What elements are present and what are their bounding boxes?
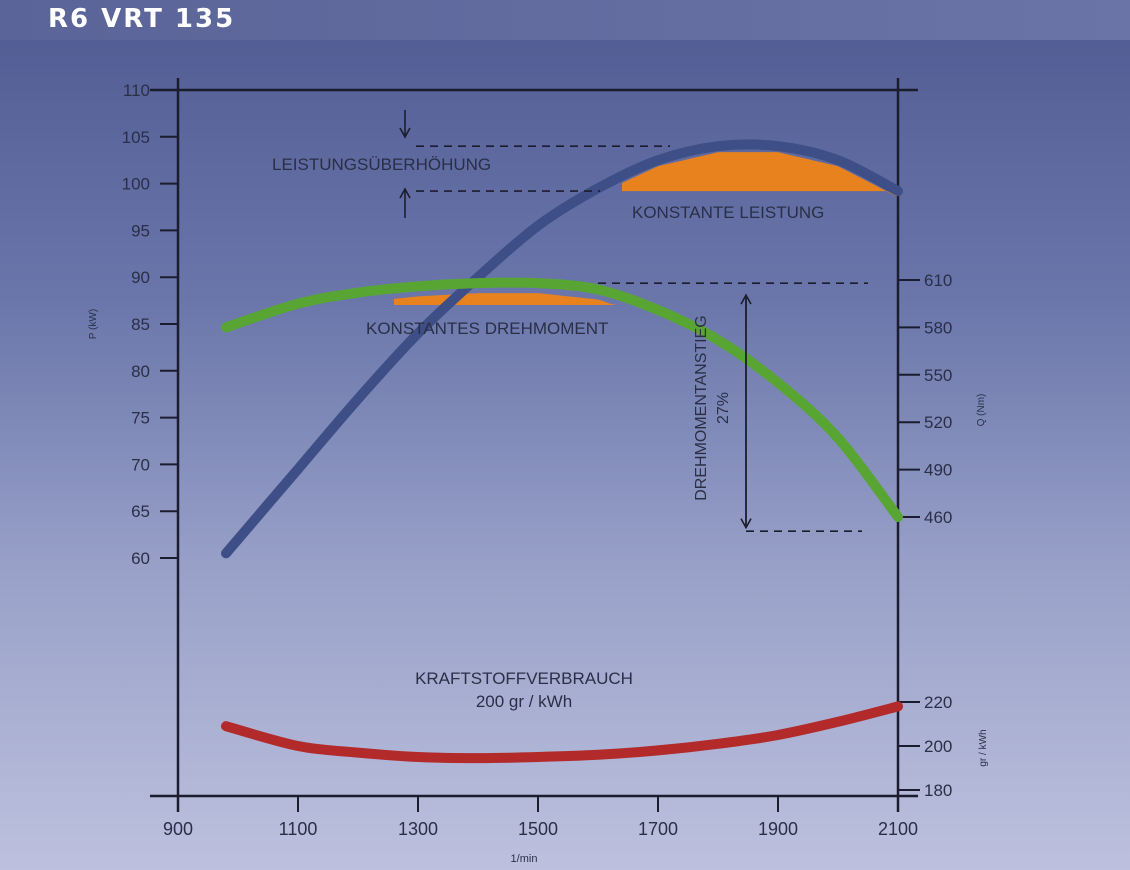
fuel-axis-label: gr / kWh xyxy=(978,729,989,766)
fuel-tick-label: 180 xyxy=(924,781,952,800)
x-tick-label: 1500 xyxy=(518,819,558,839)
page-title: R6 VRT 135 xyxy=(48,4,236,34)
p-tick-label: 65 xyxy=(131,502,150,521)
torque-tick-label: 550 xyxy=(924,366,952,385)
x-tick-label: 1300 xyxy=(398,819,438,839)
konstantes-drehmoment-fill xyxy=(394,293,622,305)
leistungsueberhoehung-label: LEISTUNGSÜBERHÖHUNG xyxy=(272,155,491,174)
header-bar xyxy=(0,0,1130,40)
torque-axis-label: Q (Nm) xyxy=(976,394,987,427)
annotations-layer: LEISTUNGSÜBERHÖHUNG KONSTANTE LEISTUNG KON… xyxy=(272,110,868,711)
kraftstoff-value: 200 gr / kWh xyxy=(476,692,572,711)
fuel-tick-label: 200 xyxy=(924,737,952,756)
torque-rise-arrowhead-bottom xyxy=(740,518,752,530)
p-tick-label: 105 xyxy=(122,128,150,147)
drehmomentanstieg-label: DREHMOMENTANSTIEG xyxy=(693,315,710,500)
p-tick-label: 95 xyxy=(131,221,150,240)
axes-layer: 60 65 70 75 80 85 90 95 100 105 110 P (kW) 460 490 520… xyxy=(88,78,989,865)
p-tick-label: 90 xyxy=(131,268,150,287)
konstantes-drehmoment-label: KONSTANTES DREHMOMENT xyxy=(366,319,608,338)
torque-curve xyxy=(221,277,903,522)
overshoot-arrowhead-bottom xyxy=(399,187,411,199)
p-tick-label: 85 xyxy=(131,315,150,334)
x-tick-label: 1100 xyxy=(279,819,318,839)
p-tick-label: 70 xyxy=(131,455,150,474)
x-tick-label: 1900 xyxy=(758,819,798,839)
p-tick-label: 80 xyxy=(131,362,150,381)
fuel-tick-label: 220 xyxy=(924,693,952,712)
fuel-consumption-curve xyxy=(221,701,903,764)
x-tick-label: 900 xyxy=(163,819,193,839)
konstante-leistung-fill xyxy=(622,152,898,198)
drehmomentanstieg-percent: 27% xyxy=(715,392,732,424)
torque-rise-arrowhead-top xyxy=(740,293,752,305)
x-tick-label: 2100 xyxy=(878,819,918,839)
torque-tick-label: 520 xyxy=(924,413,952,432)
torque-tick-label: 580 xyxy=(924,318,952,337)
kraftstoff-title: KRAFTSTOFFVERBRAUCH xyxy=(415,669,633,688)
p-tick-label: 110 xyxy=(123,81,150,100)
p-tick-label: 60 xyxy=(131,549,150,568)
p-axis-label: P (kW) xyxy=(88,309,99,339)
overshoot-arrowhead-top xyxy=(399,127,411,139)
series-layer xyxy=(221,139,903,764)
x-tick-label: 1700 xyxy=(638,819,678,839)
p-tick-label: 100 xyxy=(122,175,150,194)
x-axis-label: 1/min xyxy=(511,853,538,865)
power-curve xyxy=(221,139,903,559)
p-tick-label: 75 xyxy=(131,409,150,428)
torque-tick-label: 490 xyxy=(924,461,952,480)
konstante-leistung-label: KONSTANTE LEISTUNG xyxy=(632,203,824,222)
torque-tick-label: 460 xyxy=(924,508,952,527)
torque-tick-label: 610 xyxy=(924,271,952,290)
